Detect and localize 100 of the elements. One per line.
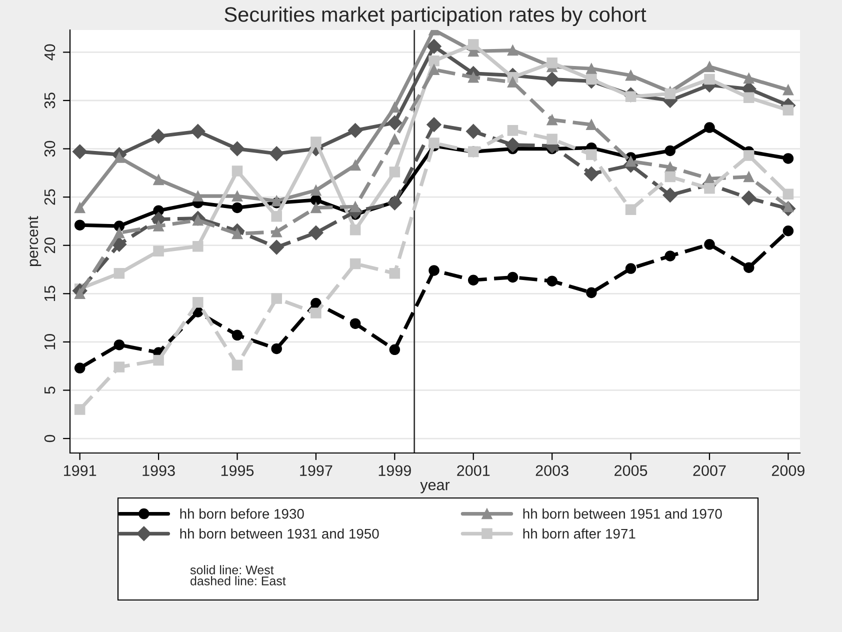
point xyxy=(153,246,164,257)
point xyxy=(153,220,164,232)
point xyxy=(426,117,442,132)
point xyxy=(389,134,400,145)
y-tick-label: 0 xyxy=(44,434,56,442)
point xyxy=(232,360,243,370)
point xyxy=(74,220,86,230)
point xyxy=(428,265,440,276)
legend-label: hh born before 1930 xyxy=(180,508,304,519)
point xyxy=(426,39,442,54)
x-axis-title: year xyxy=(420,482,450,494)
point xyxy=(114,227,125,238)
point xyxy=(387,115,402,130)
point xyxy=(468,274,479,286)
point xyxy=(114,339,125,350)
point xyxy=(271,211,282,222)
point xyxy=(271,226,282,238)
point xyxy=(192,240,204,252)
point xyxy=(112,237,127,252)
point xyxy=(704,122,715,133)
point xyxy=(269,146,284,162)
point xyxy=(546,57,558,68)
point xyxy=(664,88,676,100)
point xyxy=(743,150,754,161)
point xyxy=(310,136,322,148)
point xyxy=(625,263,636,274)
point xyxy=(271,293,282,304)
point xyxy=(664,145,676,156)
legend-label: hh born between 1931 and 1950 xyxy=(180,528,379,539)
point xyxy=(468,39,479,50)
point xyxy=(782,104,794,116)
legend-label: hh born between 1951 and 1970 xyxy=(523,508,722,519)
point xyxy=(310,308,322,318)
point xyxy=(586,287,597,298)
point xyxy=(584,166,599,182)
point xyxy=(153,174,164,186)
point xyxy=(704,74,715,85)
point xyxy=(743,262,754,273)
point xyxy=(507,125,518,136)
point xyxy=(308,225,324,240)
point xyxy=(782,153,794,164)
point xyxy=(271,343,282,354)
point xyxy=(743,92,754,103)
point xyxy=(350,224,361,236)
point xyxy=(230,141,245,156)
point xyxy=(586,63,597,74)
point xyxy=(74,404,86,415)
point xyxy=(428,64,440,75)
point xyxy=(114,152,125,163)
point xyxy=(192,296,204,308)
point xyxy=(586,74,597,85)
point xyxy=(350,258,361,270)
point xyxy=(192,190,204,202)
point xyxy=(704,183,715,194)
legend-label: hh born after 1971 xyxy=(523,528,636,539)
point xyxy=(310,184,322,196)
y-tick-label: 10 xyxy=(44,334,56,350)
point xyxy=(625,204,636,216)
point xyxy=(546,276,558,286)
point xyxy=(782,225,794,236)
point xyxy=(389,102,400,113)
point xyxy=(544,72,560,87)
point xyxy=(743,171,754,182)
point xyxy=(350,318,361,329)
point xyxy=(664,171,676,182)
y-axis-title: percent xyxy=(28,216,42,266)
point xyxy=(387,195,402,210)
point xyxy=(741,190,756,206)
x-tick-label: 1993 xyxy=(142,465,175,476)
point xyxy=(389,268,400,279)
point xyxy=(782,188,794,200)
y-tick-label: 5 xyxy=(44,386,56,394)
y-tick-label: 25 xyxy=(44,189,56,205)
y-tick-label: 35 xyxy=(44,92,56,108)
point xyxy=(428,56,440,66)
point xyxy=(74,362,86,374)
point xyxy=(269,240,284,255)
point xyxy=(389,344,400,356)
point xyxy=(151,128,166,144)
point xyxy=(507,272,518,283)
point xyxy=(232,202,243,214)
text: solid line: West xyxy=(190,565,274,574)
y-tick-label: 40 xyxy=(44,44,56,60)
point xyxy=(74,202,86,214)
point xyxy=(310,194,322,206)
point xyxy=(546,114,558,126)
y-tick-label: 30 xyxy=(44,140,56,157)
x-tick-label: 1997 xyxy=(300,465,332,476)
y-tick-label: 15 xyxy=(44,286,56,301)
point xyxy=(662,188,678,203)
point xyxy=(743,72,754,84)
point xyxy=(704,239,715,250)
x-tick-label: 2009 xyxy=(772,465,804,476)
x-tick-label: 2007 xyxy=(693,465,726,476)
point xyxy=(153,354,164,366)
point xyxy=(468,72,479,83)
point xyxy=(232,166,243,176)
point xyxy=(505,138,520,152)
x-tick-label: 1995 xyxy=(221,465,254,476)
point xyxy=(389,166,400,178)
